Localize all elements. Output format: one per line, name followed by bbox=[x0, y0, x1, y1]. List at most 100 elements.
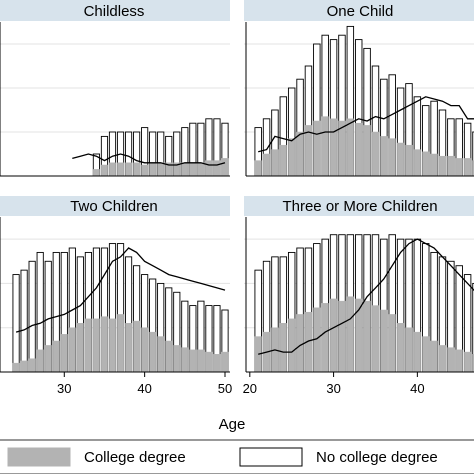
bar-college bbox=[85, 318, 92, 373]
x-tick-label: 30 bbox=[57, 381, 71, 396]
bar-college bbox=[346, 296, 354, 373]
bar-college bbox=[76, 323, 84, 373]
x-tick-label: 50 bbox=[218, 381, 232, 396]
bar-no-college bbox=[472, 131, 474, 177]
bar-college bbox=[363, 300, 371, 373]
bar-college bbox=[422, 151, 430, 177]
legend: College degree No college degree bbox=[0, 439, 474, 474]
bar-college bbox=[438, 345, 447, 373]
bar-college bbox=[93, 318, 100, 373]
bar-college bbox=[141, 327, 149, 373]
bar-college bbox=[189, 349, 197, 373]
panel-2: One Child bbox=[244, 0, 474, 177]
panel-header bbox=[0, 0, 230, 21]
bar-college bbox=[397, 323, 405, 373]
bar-college bbox=[189, 162, 197, 177]
bar-college bbox=[93, 169, 100, 177]
bar-college bbox=[455, 349, 463, 373]
legend-label-college: College degree bbox=[84, 449, 186, 466]
bar-college bbox=[221, 158, 229, 177]
bar-college bbox=[313, 120, 321, 177]
bar-college bbox=[363, 125, 371, 177]
panel-4: Three or More Children bbox=[244, 196, 474, 373]
bar-no-college bbox=[28, 260, 36, 373]
bar-college bbox=[28, 358, 36, 373]
bar-college bbox=[20, 360, 28, 373]
bar-college bbox=[173, 345, 181, 373]
bar-college bbox=[464, 351, 472, 373]
bar-college bbox=[279, 323, 287, 373]
bar-college bbox=[149, 162, 157, 177]
bar-college bbox=[197, 162, 205, 177]
bar-college bbox=[447, 155, 455, 177]
panel-header bbox=[0, 196, 230, 216]
x-tick-label: 40 bbox=[410, 381, 424, 396]
bar-college bbox=[472, 160, 474, 177]
panel-header bbox=[244, 0, 474, 21]
series-line bbox=[15, 247, 226, 333]
bar-college bbox=[422, 336, 430, 373]
bar-college bbox=[68, 327, 76, 373]
bar-college bbox=[117, 162, 124, 177]
x-axis-ticks: 30 40 50 20 30 40 bbox=[57, 372, 425, 396]
bar-college bbox=[430, 153, 438, 177]
legend-swatch-college bbox=[7, 447, 71, 467]
bar-college bbox=[254, 160, 262, 177]
bar-college bbox=[109, 318, 116, 373]
bar-no-college bbox=[20, 269, 28, 373]
panel-title: One Child bbox=[327, 3, 394, 20]
bar-college bbox=[371, 305, 379, 373]
bar-college bbox=[464, 158, 472, 177]
x-axis-label: Age bbox=[219, 416, 246, 433]
bar-college bbox=[44, 345, 52, 373]
panel-header bbox=[244, 196, 474, 216]
bar-college bbox=[413, 331, 421, 373]
bar-college bbox=[181, 162, 189, 177]
bar-college bbox=[296, 314, 304, 373]
bar-no-college bbox=[472, 282, 474, 373]
legend-swatch-no-college bbox=[239, 447, 303, 467]
series-line bbox=[72, 153, 226, 166]
bar-college bbox=[149, 331, 157, 373]
bar-college bbox=[405, 327, 413, 373]
bar-college bbox=[380, 136, 388, 177]
bar-college bbox=[109, 162, 116, 177]
bar-college bbox=[125, 323, 132, 373]
bar-college bbox=[279, 144, 287, 177]
bar-college bbox=[330, 298, 338, 373]
bar-college bbox=[213, 160, 221, 177]
panel-title: Three or More Children bbox=[282, 198, 437, 215]
bar-no-college bbox=[12, 274, 20, 373]
bar-college bbox=[141, 164, 149, 177]
panel-title: Childless bbox=[84, 3, 145, 20]
series-line bbox=[258, 238, 474, 355]
bar-college bbox=[205, 351, 213, 373]
bar-college bbox=[205, 160, 213, 177]
x-tick-label: 30 bbox=[326, 381, 340, 396]
bar-college bbox=[321, 116, 329, 177]
bar-college bbox=[288, 138, 296, 177]
bar-college bbox=[221, 351, 229, 373]
bar-college bbox=[52, 340, 60, 373]
bar-college bbox=[438, 155, 447, 177]
bar-college bbox=[371, 131, 379, 177]
bar-college bbox=[296, 131, 304, 177]
bar-college bbox=[397, 142, 405, 177]
bar-college bbox=[101, 164, 108, 177]
bar-college bbox=[12, 362, 20, 373]
bar-college bbox=[263, 153, 271, 177]
bar-college bbox=[133, 320, 140, 373]
bar-college bbox=[197, 349, 205, 373]
bar-college bbox=[405, 144, 413, 177]
legend-label-no-college: No college degree bbox=[316, 449, 438, 466]
bar-college bbox=[355, 122, 363, 177]
bar-college bbox=[472, 354, 474, 373]
bar-college bbox=[36, 349, 44, 373]
bar-college bbox=[330, 118, 338, 177]
series-line bbox=[258, 96, 474, 153]
bar-college bbox=[413, 149, 421, 177]
bar-college bbox=[165, 340, 173, 373]
bar-college bbox=[213, 354, 221, 373]
panel-1: Childless bbox=[0, 0, 230, 177]
